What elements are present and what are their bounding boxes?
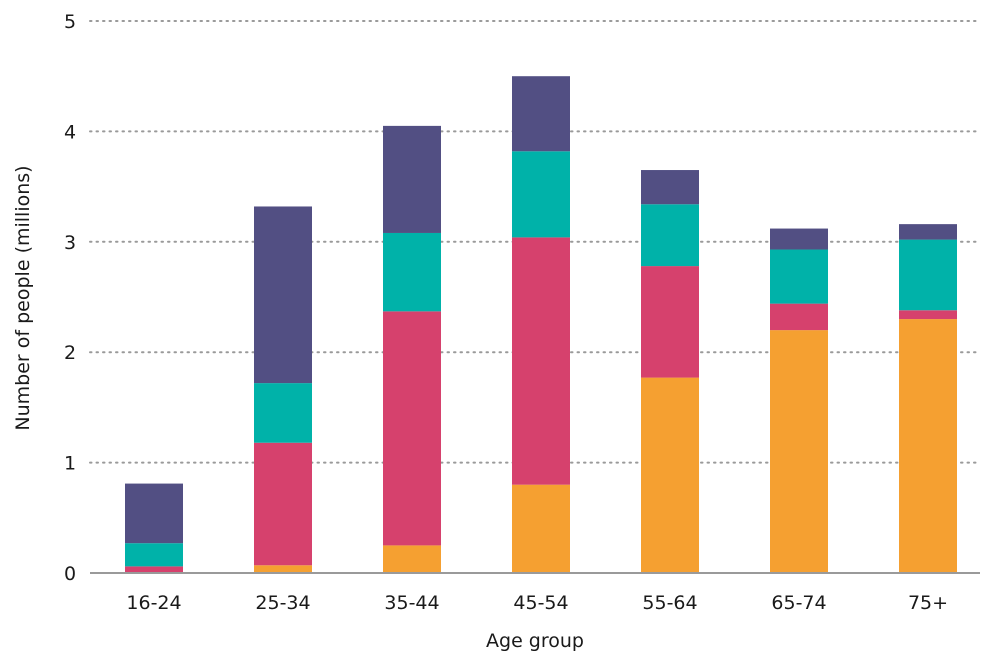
bar-segment — [383, 311, 441, 546]
bar-segment — [383, 125, 441, 233]
bar-segment — [125, 543, 183, 567]
bar-segment — [641, 266, 699, 378]
x-tick-label: 35-44 — [384, 592, 439, 614]
bar-segment — [512, 76, 570, 152]
bar-segment — [254, 383, 312, 443]
bar-segment — [899, 224, 957, 240]
y-tick-label: 0 — [64, 563, 76, 585]
x-axis-title: Age group — [486, 630, 584, 652]
y-tick-label: 3 — [64, 232, 76, 254]
y-tick-label: 4 — [64, 121, 76, 143]
x-tick-label: 16-24 — [126, 592, 181, 614]
bar-segment — [770, 303, 828, 331]
bar-segment — [899, 239, 957, 311]
bar-segment — [899, 310, 957, 320]
y-axis-ticks: 0 1 2 3 4 5 — [64, 11, 76, 585]
x-tick-label: 65-74 — [771, 592, 826, 614]
x-tick-label: 55-64 — [642, 592, 697, 614]
bar-segment — [383, 232, 441, 312]
bar-segment — [899, 319, 957, 573]
bar-segment — [770, 249, 828, 304]
x-tick-label: 75+ — [908, 592, 948, 614]
bar-segment — [641, 204, 699, 267]
bar-segment — [512, 237, 570, 485]
x-tick-label: 45-54 — [513, 592, 568, 614]
bar-segment — [254, 442, 312, 566]
x-axis-ticks: 16-24 25-34 35-44 45-54 55-64 65-74 75+ — [126, 592, 948, 614]
y-tick-label: 5 — [64, 11, 76, 33]
bar-segment — [125, 566, 183, 573]
bar-segment — [383, 545, 441, 573]
x-tick-label: 25-34 — [255, 592, 310, 614]
y-tick-label: 2 — [64, 342, 76, 364]
bar-segment — [641, 170, 699, 205]
bar-segment — [254, 206, 312, 384]
bar-segment — [254, 565, 312, 573]
bar-segment — [770, 330, 828, 573]
bar-segment — [125, 483, 183, 544]
bar-segment — [770, 228, 828, 250]
bar-segment — [641, 377, 699, 573]
y-tick-label: 1 — [64, 453, 76, 475]
bar-segment — [512, 484, 570, 573]
y-axis-title: Number of people (millions) — [12, 165, 34, 430]
gridlines — [89, 20, 981, 464]
bars — [125, 76, 957, 573]
bar-segment — [512, 151, 570, 238]
